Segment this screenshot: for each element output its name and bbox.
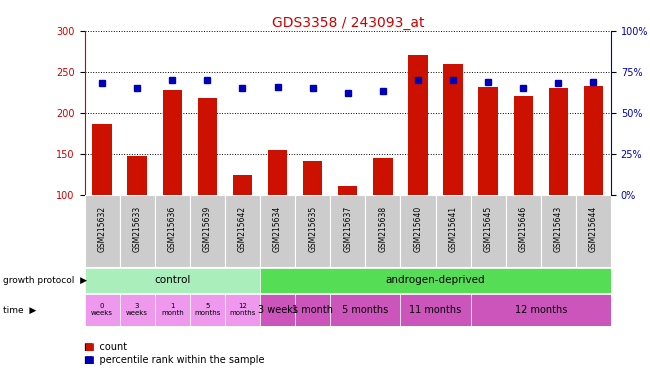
Bar: [84, 195, 120, 267]
Bar: [576, 195, 611, 267]
Text: 5 months: 5 months: [342, 305, 389, 315]
Text: 12
months: 12 months: [229, 303, 255, 316]
Bar: [155, 294, 190, 326]
Bar: [400, 294, 471, 326]
Text: GSM215642: GSM215642: [238, 206, 247, 252]
Bar: [471, 294, 611, 326]
Text: ■  percentile rank within the sample: ■ percentile rank within the sample: [84, 355, 265, 365]
Bar: [443, 64, 463, 195]
Text: GSM215633: GSM215633: [133, 206, 142, 252]
Bar: [365, 195, 400, 267]
Bar: [155, 195, 190, 267]
Bar: [84, 268, 260, 293]
Text: GSM215646: GSM215646: [519, 206, 528, 252]
Bar: [541, 195, 576, 267]
Text: 3 weeks: 3 weeks: [257, 305, 298, 315]
Bar: [373, 158, 393, 195]
Text: GSM215644: GSM215644: [589, 206, 598, 252]
Bar: [260, 268, 611, 293]
Bar: [330, 195, 365, 267]
Bar: [514, 96, 533, 195]
Text: ■: ■: [84, 355, 94, 365]
Text: 1
month: 1 month: [161, 303, 183, 316]
Text: GSM215639: GSM215639: [203, 206, 212, 252]
Bar: [260, 294, 295, 326]
Text: GSM215634: GSM215634: [273, 206, 282, 252]
Bar: [584, 86, 603, 195]
Text: GSM215643: GSM215643: [554, 206, 563, 252]
Bar: [190, 294, 225, 326]
Text: ■  count: ■ count: [84, 342, 127, 352]
Bar: [260, 195, 295, 267]
Text: 1 month: 1 month: [292, 305, 333, 315]
Text: 3
weeks: 3 weeks: [126, 303, 148, 316]
Bar: [120, 195, 155, 267]
Bar: [225, 294, 260, 326]
Text: 0
weeks: 0 weeks: [91, 303, 113, 316]
Text: GSM215638: GSM215638: [378, 206, 387, 252]
Text: GSM215640: GSM215640: [413, 206, 423, 252]
Bar: [303, 161, 322, 195]
Text: GSM215635: GSM215635: [308, 206, 317, 252]
Text: GSM215636: GSM215636: [168, 206, 177, 252]
Text: GSM215637: GSM215637: [343, 206, 352, 252]
Text: GSM215641: GSM215641: [448, 206, 458, 252]
Text: GSM215632: GSM215632: [98, 206, 107, 252]
Bar: [84, 294, 120, 326]
Bar: [233, 175, 252, 195]
Text: control: control: [154, 275, 190, 285]
Bar: [198, 98, 217, 195]
Text: androgen-deprived: androgen-deprived: [385, 275, 486, 285]
Bar: [400, 195, 436, 267]
Bar: [338, 186, 358, 195]
Text: 12 months: 12 months: [515, 305, 567, 315]
Text: GSM215645: GSM215645: [484, 206, 493, 252]
Bar: [295, 294, 330, 326]
Bar: [225, 195, 260, 267]
Text: 5
months: 5 months: [194, 303, 220, 316]
Bar: [92, 124, 112, 195]
Bar: [120, 294, 155, 326]
Text: growth protocol  ▶: growth protocol ▶: [3, 276, 87, 285]
Bar: [478, 86, 498, 195]
Bar: [190, 195, 225, 267]
Bar: [268, 150, 287, 195]
Text: ■: ■: [84, 342, 94, 352]
Bar: [127, 156, 147, 195]
Bar: [162, 90, 182, 195]
Bar: [436, 195, 471, 267]
Title: GDS3358 / 243093_at: GDS3358 / 243093_at: [272, 16, 424, 30]
Bar: [506, 195, 541, 267]
Bar: [295, 195, 330, 267]
Bar: [330, 294, 400, 326]
Bar: [549, 88, 568, 195]
Bar: [408, 55, 428, 195]
Bar: [471, 195, 506, 267]
Text: 11 months: 11 months: [410, 305, 462, 315]
Text: time  ▶: time ▶: [3, 306, 36, 314]
